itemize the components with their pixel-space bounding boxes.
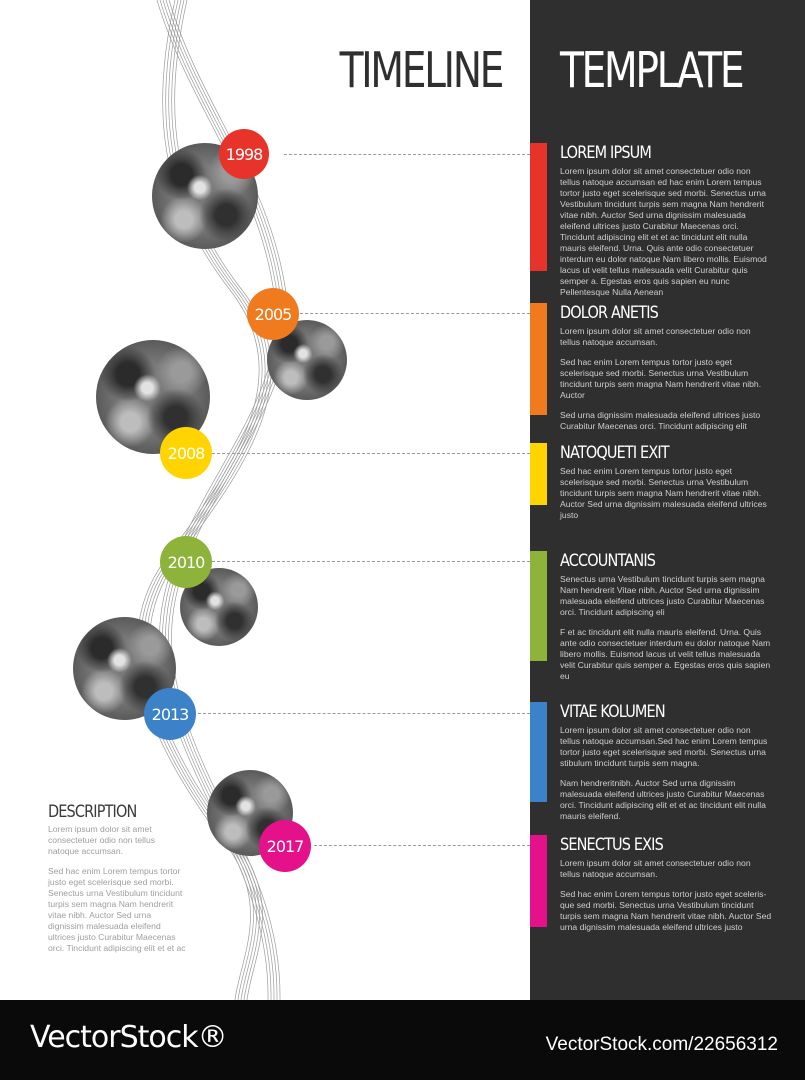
entry-heading: ACCOUNTANIS (560, 551, 656, 571)
entry-paragraph: F et ac tincidunt elit nulla mauris elei… (560, 627, 771, 681)
entry-paragraph: Sed hac enim Lorem tempus tortor justo e… (560, 889, 772, 932)
year-badge-2008: 2008 (160, 427, 212, 479)
accent-bar-green (530, 551, 547, 661)
entry-paragraph: Sed hac enim Lorem tempus tortor justo e… (560, 466, 767, 520)
entry-heading: SENECTUS EXIS (560, 835, 664, 855)
leader-line-1998 (284, 154, 530, 155)
entry-paragraph: Nam hendreritnibh. Auctor Sed urna digni… (560, 778, 766, 821)
leader-line-2013 (198, 713, 530, 714)
entry-paragraph: Sed urna dignissim malesuada eleifend ul… (560, 410, 761, 431)
entry-heading: DOLOR ANETIS (560, 303, 659, 323)
description-paragraph: Sed hac enim Lorem tempus tortor justo e… (48, 866, 186, 953)
year-badge-2005: 2005 (247, 288, 299, 340)
vectorstock-logo: VectorStock® (30, 1020, 228, 1055)
accent-bar-red (530, 143, 547, 271)
year-badge-2010: 2010 (160, 536, 212, 588)
year-badge-2013: 2013 (144, 688, 196, 740)
entry-paragraph: Sed hac enim Lorem tempus tortor justo e… (560, 357, 762, 400)
description-block: DESCRIPTION Lorem ipsum dolor sit amet c… (48, 802, 188, 963)
entry-paragraph: Lorem ipsum dolor sit amet consectetuer … (560, 858, 751, 879)
entry-paragraph: Lorem ipsum dolor sit amet consectetuer … (560, 166, 767, 297)
year-badge-1998: 1998 (219, 129, 269, 179)
entry-heading: NATOQUETI EXIT (560, 443, 670, 463)
leader-line-2008 (212, 453, 530, 454)
leader-line-2010 (212, 561, 530, 562)
entry-paragraph: Senectus urna Vestibulum tincidunt turpi… (560, 574, 765, 617)
entry-heading: VITAE KOLUMEN (560, 702, 666, 722)
timeline-entry-2013: VITAE KOLUMEN Lorem ipsum dolor sit amet… (560, 702, 772, 831)
image-id-text: VectorStock.com/22656312 (545, 1034, 778, 1055)
footer-bar: VectorStock® VectorStock.com/22656312 (0, 1000, 805, 1080)
right-panel (530, 0, 805, 1000)
year-badge-2017: 2017 (259, 820, 311, 872)
accent-bar-blue (530, 702, 547, 802)
description-heading: DESCRIPTION (48, 802, 137, 822)
accent-bar-yellow (530, 443, 547, 505)
accent-bar-pink (530, 835, 547, 927)
entry-heading: LOREM IPSUM (560, 143, 652, 163)
title-template: TEMPLATE (560, 42, 745, 99)
accent-bar-orange (530, 303, 547, 415)
timeline-entry-2010: ACCOUNTANIS Senectus urna Vestibulum tin… (560, 551, 772, 691)
description-paragraph: Lorem ipsum dolor sit amet consectetuer … (48, 824, 156, 856)
leader-line-2017 (314, 845, 530, 846)
timeline-entry-2008: NATOQUETI EXIT Sed hac enim Lorem tempus… (560, 443, 772, 530)
timeline-entry-2017: SENECTUS EXIS Lorem ipsum dolor sit amet… (560, 835, 772, 942)
timeline-entry-1998: LOREM IPSUM Lorem ipsum dolor sit amet c… (560, 143, 772, 307)
leader-line-2005 (300, 313, 530, 314)
entry-paragraph: Lorem ipsum dolor sit amet consectetuer … (560, 326, 751, 347)
entry-paragraph: Lorem ipsum dolor sit amet consectetuer … (560, 725, 768, 768)
title-timeline: TIMELINE (339, 42, 505, 99)
timeline-entry-2005: DOLOR ANETIS Lorem ipsum dolor sit amet … (560, 303, 772, 441)
